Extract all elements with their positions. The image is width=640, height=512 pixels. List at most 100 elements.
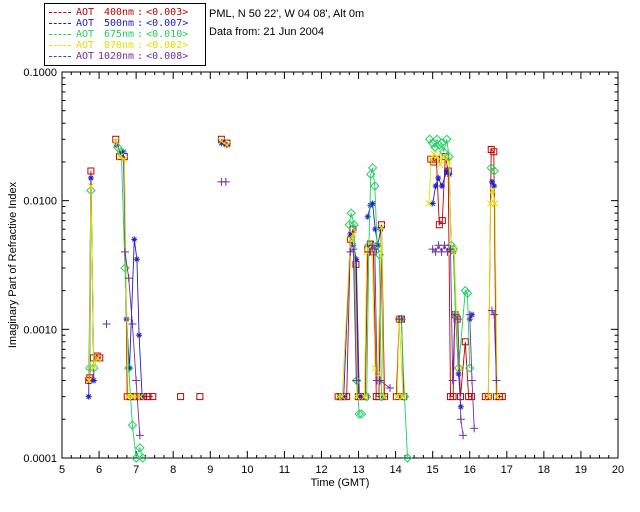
- marker-cross: [87, 182, 95, 190]
- marker-square: [461, 338, 469, 346]
- marker-plus: [459, 431, 468, 440]
- series-aot-500nm: [85, 140, 498, 410]
- marker-asterisk: [372, 226, 379, 233]
- x-tick-label: 19: [575, 464, 587, 476]
- legend-wavelength: 400nm: [103, 7, 135, 18]
- marker-plus: [467, 376, 476, 385]
- marker-diamond: [489, 166, 499, 176]
- legend-series-name: AOT: [76, 51, 95, 62]
- legend-separator: :: [137, 29, 144, 40]
- series-line: [117, 147, 144, 459]
- legend-item: AOT 1020nm : <0.008>: [49, 51, 201, 62]
- y-axis-label: Imaginary Part of Refractive Index: [7, 181, 19, 349]
- marker-plus: [135, 431, 144, 440]
- marker-square: [490, 148, 498, 156]
- marker-asterisk: [435, 175, 442, 182]
- x-tick-label: 11: [279, 464, 290, 476]
- legend-wavelength: 1020nm: [97, 51, 135, 62]
- marker-diamond: [127, 420, 138, 430]
- station-info: PML, N 50 22', W 04 08', Alt 0m: [209, 8, 365, 20]
- legend-line-sample: [49, 34, 71, 35]
- marker-diamond: [462, 288, 473, 299]
- marker-plus: [448, 376, 457, 385]
- x-tick-label: 20: [612, 464, 624, 476]
- marker-plus: [132, 376, 141, 385]
- marker-plus: [450, 310, 459, 319]
- marker-diamond: [430, 142, 440, 152]
- y-tick-label: 0.0001: [23, 453, 57, 465]
- marker-cross: [489, 187, 497, 194]
- marker-square: [438, 217, 446, 225]
- marker-plus: [376, 376, 385, 385]
- marker-plus: [365, 247, 374, 256]
- marker-square: [449, 393, 457, 401]
- marker-asterisk: [438, 183, 445, 190]
- marker-diamond: [120, 263, 130, 273]
- marker-cross: [90, 364, 98, 372]
- marker-plus: [221, 177, 230, 186]
- series-aot-1020nm: [102, 177, 501, 440]
- x-tick-label: 14: [389, 464, 401, 476]
- series-aot-400nm: [85, 135, 506, 401]
- marker-cross: [365, 245, 373, 253]
- marker-plus: [470, 424, 479, 433]
- marker-diamond: [131, 453, 141, 463]
- marker-square: [87, 167, 95, 175]
- marker-diamond: [344, 220, 354, 230]
- legend-line-sample: [49, 12, 71, 13]
- legend-item: AOT 675nm : <0.010>: [49, 29, 201, 40]
- marker-diamond: [89, 363, 99, 373]
- marker-asterisk: [443, 168, 450, 175]
- x-tick-label: 17: [501, 464, 513, 476]
- marker-cross: [112, 137, 120, 145]
- x-tick-label: 10: [241, 464, 253, 476]
- y-tick-label: 0.1000: [23, 67, 57, 79]
- legend-separator: :: [137, 40, 144, 51]
- legend-mean-value: <0.008>: [146, 51, 189, 62]
- marker-diamond: [138, 453, 148, 463]
- marker-asterisk: [488, 178, 495, 185]
- series-line: [88, 185, 99, 381]
- marker-diamond: [124, 363, 134, 373]
- marker-cross: [425, 200, 433, 207]
- marker-cross: [433, 153, 441, 160]
- marker-plus: [465, 310, 474, 319]
- legend-separator: :: [137, 51, 144, 62]
- series-line: [400, 319, 408, 459]
- legend-mean-value: <0.002>: [146, 40, 189, 51]
- marker-asterisk: [429, 200, 436, 207]
- marker-cross: [338, 393, 346, 400]
- data-date: Data from: 21 Jun 2004: [209, 26, 324, 38]
- x-tick-label: 5: [59, 464, 65, 476]
- legend-wavelength: 500nm: [103, 18, 135, 29]
- legend-mean-value: <0.003>: [146, 7, 189, 18]
- legend-line-sample: [49, 23, 71, 24]
- marker-cross: [399, 393, 407, 400]
- marker-asterisk: [87, 175, 94, 182]
- legend-item: AOT 870nm : <0.002>: [49, 40, 201, 51]
- x-axis-label: Time (GMT): [310, 477, 370, 489]
- marker-cross: [361, 393, 368, 400]
- legend-series-name: AOT: [76, 7, 95, 18]
- header-info: PML, N 50 22', W 04 08', Alt 0m Data fro…: [209, 5, 364, 41]
- marker-asterisk: [90, 377, 97, 384]
- marker-asterisk: [369, 200, 376, 207]
- marker-diamond: [402, 453, 413, 463]
- marker-plus: [492, 376, 501, 385]
- y-tick-label: 0.0010: [23, 324, 57, 336]
- marker-square: [177, 393, 185, 401]
- x-tick-label: 8: [170, 464, 176, 476]
- x-tick-label: 16: [464, 464, 476, 476]
- marker-asterisk: [432, 183, 439, 190]
- marker-diamond: [366, 169, 376, 180]
- marker-cross: [378, 224, 385, 231]
- marker-cross: [120, 155, 128, 163]
- marker-cross: [116, 153, 124, 160]
- marker-diamond: [424, 134, 435, 144]
- x-tick-label: 13: [352, 464, 364, 476]
- y-axis: 0.1000 0.0100 0.0010 0.0001: [23, 67, 618, 465]
- marker-asterisk: [136, 332, 143, 339]
- marker-cross: [493, 393, 501, 400]
- marker-cross: [484, 393, 492, 400]
